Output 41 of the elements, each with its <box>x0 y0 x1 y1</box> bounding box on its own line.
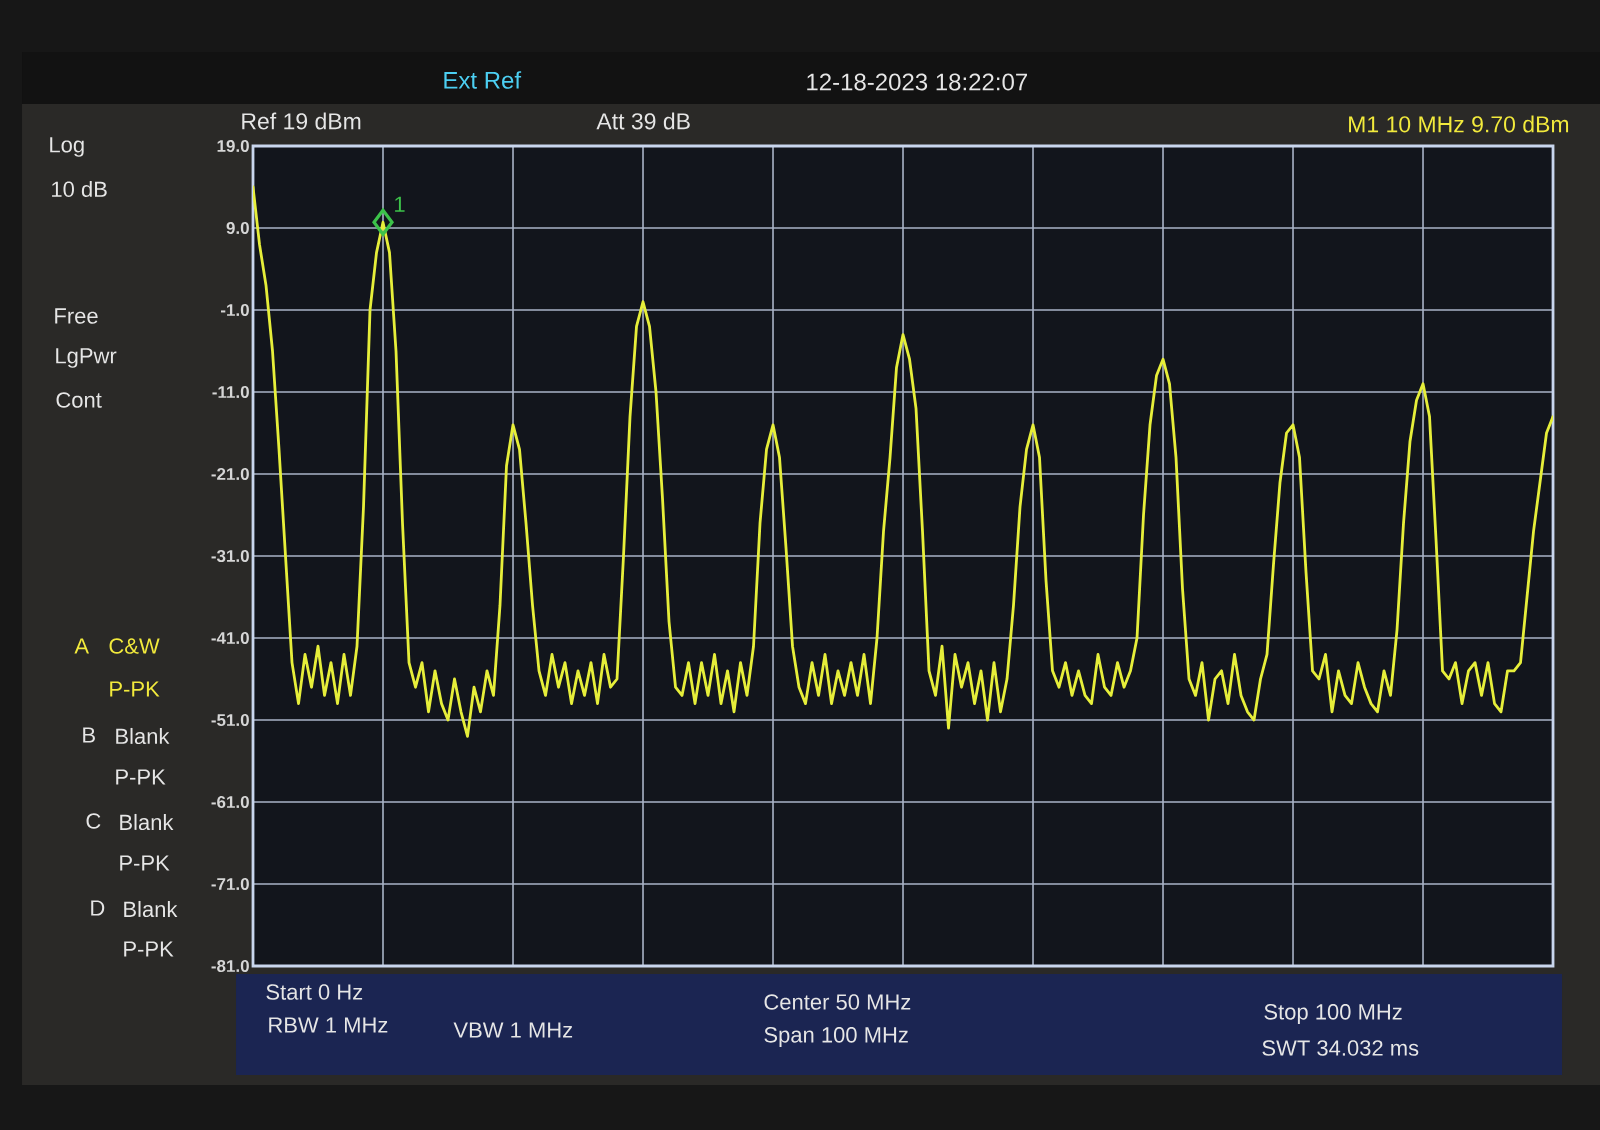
text: Blank <box>116 727 170 745</box>
text: Ext Ref <box>444 71 522 89</box>
text: P-PK <box>120 855 170 871</box>
text: C <box>86 813 101 829</box>
text: Blank <box>124 900 178 918</box>
y-tick-label: 19.0 <box>217 139 249 153</box>
text: Cont <box>56 392 102 408</box>
text: Ref 19 dBm <box>242 112 361 130</box>
text: P-PK <box>124 941 174 957</box>
y-tick-label: -41.0 <box>211 632 249 645</box>
y-tick-label: -1.0 <box>220 303 249 317</box>
text: Att 39 dB <box>596 112 690 130</box>
y-tick-label: -21.0 <box>211 468 249 481</box>
text: SWT 34.032 ms <box>1262 1040 1419 1056</box>
y-tick-label: -81.0 <box>211 960 249 973</box>
y-tick-label: -31.0 <box>211 549 249 563</box>
text: Stop 100 MHz <box>1264 1004 1402 1024</box>
text: P-PK <box>110 681 160 697</box>
text: RBW 1 MHz <box>269 1017 388 1033</box>
text: B <box>83 727 95 743</box>
y-tick-label: -51.0 <box>211 714 249 727</box>
text: Blank <box>120 813 174 831</box>
text: P-PK <box>116 769 166 785</box>
y-tick-label: -61.0 <box>211 796 249 809</box>
series-label: 1 <box>395 196 405 212</box>
text: 10 dB <box>52 180 107 198</box>
text: Log <box>50 137 84 157</box>
text: C&W <box>109 638 160 654</box>
text: Center 50 MHz <box>764 994 911 1010</box>
text: D <box>91 900 105 916</box>
text: Free <box>55 308 98 324</box>
text: Start 0 Hz <box>266 984 363 1000</box>
text: VBW 1 MHz <box>453 1022 573 1038</box>
text: LgPwr <box>56 348 117 368</box>
text: A <box>74 638 90 654</box>
y-tick-label: -11.0 <box>212 386 249 399</box>
y-tick-label: -71.0 <box>211 878 249 891</box>
text: M1 10 MHz 9.70 dBm <box>1349 115 1569 133</box>
text: 12-18-2023 18:22:07 <box>807 73 1027 91</box>
y-tick-label: 9.0 <box>226 221 249 235</box>
text: Span 100 MHz <box>764 1027 908 1047</box>
